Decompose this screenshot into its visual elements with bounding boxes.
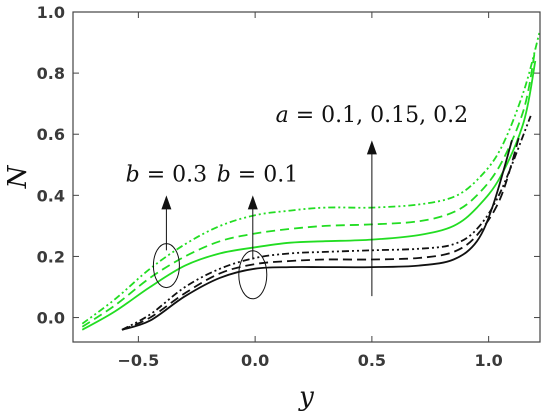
y-tick-label: 0.6 [37,125,65,144]
series-layer [81,30,541,331]
y-tick-label: 0.8 [37,64,65,83]
series-line-3 [81,30,541,325]
y-tick-label: 0.4 [37,186,65,205]
series-line-6 [121,115,532,331]
x-tick-label: 0.0 [241,351,269,370]
y-tick-label: 0.2 [37,247,65,266]
b-green-label: b = 0.3 [126,163,208,188]
series-line-1 [81,60,537,331]
b-green-arrow-head [161,195,172,210]
y-tick-label: 0.0 [37,309,65,328]
series-line-2 [81,48,537,328]
x-axis-label: y [298,382,314,412]
b-black-arrow-head [247,195,258,210]
y-axis-label: N [3,164,33,189]
y-tick-label: 1.0 [37,3,65,22]
x-tick-label: 0.5 [358,351,386,370]
x-tick-label: −0.5 [118,351,160,370]
annotation-layer: b = 0.3 b = 0.1 a = 0.1, 0.15, 0.2 [126,103,468,300]
x-tick-label: 1.0 [474,351,502,370]
a-values-label: a = 0.1, 0.15, 0.2 [276,103,468,128]
b-black-label: b = 0.1 [217,163,299,188]
axes-layer: −0.5 0.0 0.5 1.0 0.0 0.2 0.4 0.6 0.8 1.0 y N [3,3,541,412]
series-line-5 [121,137,520,331]
plot-frame [72,11,541,343]
a-arrow-head [366,140,377,155]
series-line-4 [121,140,513,331]
